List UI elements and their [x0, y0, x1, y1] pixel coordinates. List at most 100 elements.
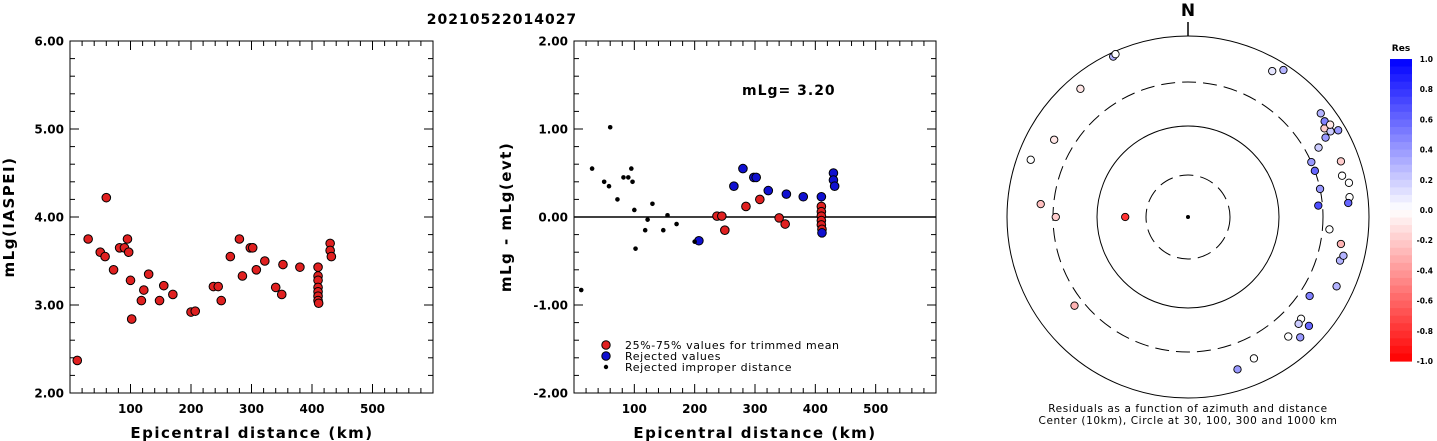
- data-point-improper: [626, 175, 631, 180]
- data-point: [774, 213, 784, 223]
- data-point-improper: [632, 207, 637, 213]
- station-point: [1294, 319, 1303, 328]
- station-point: [1284, 332, 1293, 341]
- colorbar-cell: [1390, 210, 1412, 219]
- magnitude-axis-ticks: 100 200 300 400 500 2.00 3.00 4.00 5.00 6.00: [34, 35, 433, 416]
- data-point: [83, 234, 93, 244]
- data-point-improper: [642, 227, 648, 233]
- colorbar-cell: [1390, 315, 1412, 324]
- residual-points: [578, 124, 840, 293]
- y-tick-label: 5.00: [34, 123, 64, 137]
- colorbar-cell: [1390, 300, 1412, 309]
- colorbar-cell: [1390, 187, 1412, 196]
- station-point: [1334, 126, 1343, 135]
- data-point: [798, 191, 809, 202]
- data-point-improper: [665, 212, 670, 218]
- station-point: [1050, 135, 1059, 144]
- data-point: [216, 295, 227, 306]
- data-point: [108, 265, 119, 275]
- colorbar-cell: [1390, 293, 1412, 302]
- ring-100km: [1096, 125, 1280, 309]
- legend-marker-rejected: [601, 351, 611, 361]
- colorbar-tick-label: 0.6: [1420, 115, 1433, 124]
- data-point: [829, 181, 840, 191]
- data-point-improper: [660, 227, 666, 233]
- polar-caption-line-1: Residuals as a function of azimuth and d…: [1048, 403, 1328, 415]
- data-point: [326, 251, 337, 262]
- station-point: [1233, 365, 1242, 374]
- data-point: [781, 189, 792, 199]
- residual-x-axis-label: Epicentral distance (km): [633, 424, 876, 441]
- colorbar-cell: [1390, 179, 1412, 188]
- colorbar-cell: [1390, 323, 1412, 332]
- y-tick-label: 2.00: [538, 35, 568, 49]
- colorbar-cell: [1390, 270, 1412, 279]
- colorbar-cell: [1390, 277, 1412, 287]
- north-label: N: [1181, 1, 1195, 21]
- colorbar-tick-label: 1.0: [1420, 55, 1433, 64]
- x-tick-label: 100: [118, 402, 143, 416]
- colorbar-tick-label: 0.8: [1420, 85, 1433, 94]
- legend-label-improper: Rejected improper distance: [625, 361, 792, 374]
- station-point: [1325, 225, 1334, 234]
- colorbar-cell: [1390, 59, 1412, 68]
- data-point: [276, 289, 287, 300]
- y-tick-label: 4.00: [34, 211, 64, 225]
- data-point: [295, 262, 305, 272]
- data-point: [168, 289, 178, 300]
- data-point: [755, 194, 765, 205]
- station-point: [1344, 178, 1354, 187]
- x-tick-label: 400: [803, 402, 828, 416]
- colorbar-cell: [1390, 247, 1412, 256]
- data-point-improper: [692, 239, 697, 244]
- colorbar-title: Res: [1392, 44, 1410, 54]
- colorbar-cell: [1390, 134, 1412, 143]
- station-point: [1336, 157, 1346, 166]
- colorbar-cell: [1390, 142, 1412, 151]
- data-point-improper: [589, 166, 595, 171]
- legend-marker-trimmed: [601, 340, 611, 350]
- colorbar-cell: [1390, 225, 1412, 234]
- data-point: [72, 355, 83, 366]
- colorbar-gradient: [1390, 59, 1412, 362]
- data-point: [225, 251, 236, 262]
- y-tick-label: 3.00: [34, 299, 64, 313]
- station-point: [1268, 66, 1277, 76]
- data-point-improper: [606, 183, 612, 189]
- residual-panel: 100 200 300 400 500 -2.00 -1.00 0.00 1.00 2.00 mL…: [497, 35, 937, 441]
- station-point: [1307, 157, 1316, 167]
- data-point: [100, 251, 110, 262]
- magnitude-y-axis-label: mLg(IASPEI): [0, 157, 18, 278]
- colorbar-tick-label: -0.4: [1417, 266, 1433, 275]
- x-tick-label: 200: [178, 402, 203, 416]
- colorbar-cell: [1390, 240, 1412, 249]
- station-point: [1296, 333, 1305, 342]
- data-point: [817, 228, 827, 238]
- data-point: [213, 281, 224, 292]
- colorbar-cell: [1390, 194, 1412, 204]
- magnitude-points: [72, 192, 337, 366]
- data-point-improper: [650, 201, 655, 207]
- x-tick-label: 400: [299, 402, 324, 416]
- colorbar-tick-label: 0.2: [1420, 176, 1433, 185]
- colorbar-cell: [1390, 119, 1412, 128]
- data-point: [251, 265, 262, 275]
- colorbar-tick-labels: 1.0 0.8 0.6 0.4 0.2 0.0 -0.2 -0.4 -0.6 -0.8 -1.0: [1417, 55, 1433, 366]
- residual-axis-ticks: 100 200 300 400 500 -2.00 -1.00 0.00 1.00 2.00: [533, 35, 936, 416]
- colorbar-cell: [1390, 66, 1412, 75]
- colorbar-cell: [1390, 172, 1412, 181]
- legend-label-rejected: Rejected values: [625, 350, 721, 363]
- station-point: [1279, 65, 1288, 75]
- data-point: [313, 262, 323, 272]
- y-tick-label: -1.00: [533, 299, 568, 313]
- y-tick-label: 0.00: [538, 211, 568, 225]
- data-point: [729, 181, 739, 191]
- magnitude-panel: 100 200 300 400 500 2.00 3.00 4.00 5.00 6.00 Epic…: [0, 35, 434, 441]
- residual-legend: 25%-75% values for trimmed mean Rejected…: [601, 339, 839, 374]
- colorbar-cell: [1390, 330, 1412, 339]
- data-point: [270, 282, 281, 293]
- ring-30km: [1145, 174, 1231, 260]
- colorbar-cell: [1390, 353, 1412, 362]
- colorbar-tick-label: 0.0: [1420, 206, 1433, 215]
